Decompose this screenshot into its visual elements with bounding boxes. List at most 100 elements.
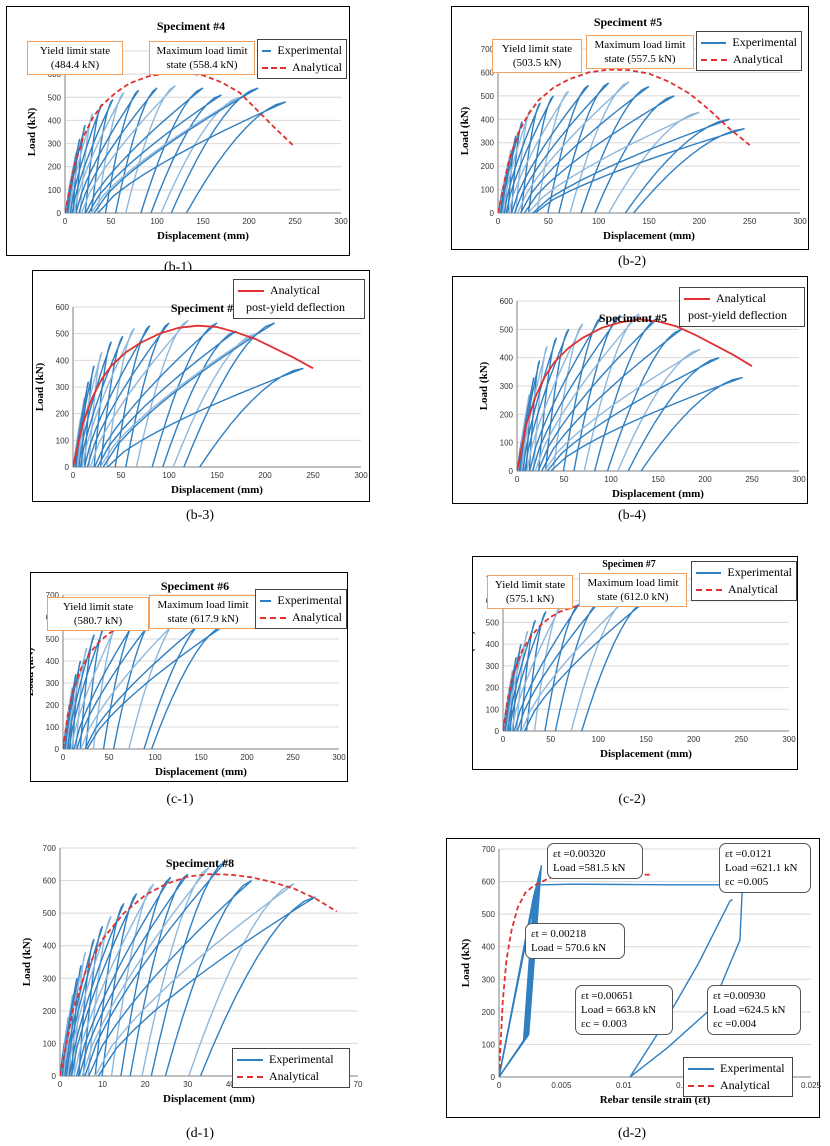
y-tick-label: 100 (500, 439, 514, 448)
legend-label-analytical: Analytical (292, 60, 342, 74)
y-tick-label: 700 (481, 45, 495, 54)
x-tick-label: 150 (639, 735, 653, 744)
x-tick-label: 0 (515, 475, 520, 484)
plot-area (499, 865, 744, 1077)
legend-label-analytical: Analytical (269, 1069, 319, 1083)
annotation-yield-c2-l1: Yield limit state (494, 579, 566, 591)
legend-label-experimental: Experimental (732, 35, 797, 49)
x-axis-label: Displacement (mm) (171, 484, 263, 496)
y-axis-label: Load (kN) (459, 106, 471, 155)
y-tick-label: 0 (65, 463, 70, 472)
experimental-loop (534, 128, 745, 213)
legend-label-analytical: Analytical (292, 610, 342, 624)
experimental-loop (81, 866, 210, 1076)
chart-panel-c2: 0100200300400500600700050100150200250300… (472, 556, 798, 770)
y-tick-label: 200 (486, 684, 500, 693)
experimental-loop (78, 341, 113, 467)
x-tick-label: 300 (332, 753, 346, 762)
y-tick-label: 200 (48, 163, 62, 172)
legend-swatch-analytical (260, 616, 286, 619)
y-axis-label: Load (kN) (460, 938, 472, 987)
caption-c2: (c-2) (618, 792, 646, 807)
plot-area (65, 72, 296, 213)
legend-swatch-analytical (701, 58, 727, 61)
x-axis-label: Displacement (mm) (155, 766, 247, 778)
chart-panel-d1: 0100200300400500600700010203040506070Dis… (16, 836, 368, 1120)
experimental-loop (510, 606, 561, 731)
experimental-loop (84, 860, 227, 1076)
experimental-loop (85, 87, 204, 213)
experimental-loop (520, 346, 548, 471)
experimental-loop (546, 357, 720, 471)
experimental-loop (68, 903, 125, 1076)
x-tick-label: 50 (546, 735, 555, 744)
annotation-d2-e1: εt =0.00930 (713, 990, 766, 1002)
y-tick-label: 400 (46, 657, 60, 666)
experimental-loop (532, 118, 730, 213)
experimental-plateau (538, 883, 744, 1077)
plot-area (63, 612, 225, 749)
experimental-loop (81, 327, 136, 467)
x-tick-label: 0 (58, 1080, 63, 1089)
x-tick-label: 250 (286, 753, 300, 762)
legend-label-analytical: Analytical (720, 1078, 770, 1092)
experimental-loop (550, 376, 743, 471)
y-tick-label: 300 (482, 975, 496, 984)
legend-label-experimental: Experimental (720, 1061, 785, 1075)
x-axis-label: Displacement (mm) (603, 230, 695, 242)
x-tick-label: 250 (306, 471, 320, 480)
annotation-d2-e3: εc =0.004 (713, 1018, 757, 1030)
annotation-yield-b1: Yield limit state (484.4 kN) (27, 41, 123, 75)
annotation-d2-d1: εt =0.00651 (581, 990, 634, 1002)
chart-panel-b4: 0 100 200 300 400 500 600 0 50 100 150 200 250 300 Dis… (452, 276, 808, 504)
x-tick-label: 150 (651, 475, 665, 484)
legend-c2: Experimental Analytical (691, 561, 797, 601)
annotation-max-c2-l1: Maximum load limit (587, 577, 679, 589)
legend-label-experimental: Experimental (727, 565, 792, 579)
x-tick-label: 100 (150, 217, 164, 226)
experimental-loop (543, 348, 701, 471)
chart-panel-c1: 0100200300400500600700050100150200250300… (30, 572, 348, 782)
y-tick-label: 400 (48, 116, 62, 125)
y-tick-label: 500 (482, 910, 496, 919)
x-tick-label: 0 (496, 217, 501, 226)
x-axis-label: Displacement (mm) (157, 230, 249, 242)
y-tick-label: 600 (500, 297, 514, 306)
experimental-loop (503, 102, 541, 213)
y-tick-label: 400 (56, 356, 70, 365)
experimental-loop (80, 85, 176, 213)
annotation-yield-b2-l1: Yield limit state (501, 43, 573, 55)
experimental-loop (513, 82, 610, 213)
experimental-loop (67, 634, 95, 749)
analytical-line (73, 324, 314, 467)
chart-title-b1: Speciment #4 (156, 19, 226, 33)
x-tick-label: 200 (687, 735, 701, 744)
annotation-d2-c2: Load = 570.6 kN (531, 942, 607, 954)
experimental-loop (78, 873, 189, 1076)
y-tick-label: 600 (43, 877, 57, 886)
annotation-max-b1-l1: Maximum load limit (156, 45, 248, 57)
y-tick-label: 400 (482, 943, 496, 952)
annotation-max-b2: Maximum load limit state (557.5 kN) (586, 35, 694, 69)
x-tick-label: 50 (560, 475, 569, 484)
x-tick-label: 100 (592, 217, 606, 226)
x-tick-label: 0 (71, 471, 76, 480)
y-tick-label: 500 (481, 92, 495, 101)
y-tick-label: 0 (495, 727, 500, 736)
x-tick-label: 150 (196, 217, 210, 226)
x-axis-label: Rebar tensile strain (εt) (600, 1094, 711, 1106)
y-tick-label: 100 (481, 186, 495, 195)
experimental-loop (516, 81, 630, 213)
caption-b4: (b-4) (618, 508, 646, 523)
x-tick-label: 200 (240, 753, 254, 762)
experimental-loop (87, 94, 222, 213)
legend-swatch-post-yield (684, 297, 710, 300)
plot-area (73, 319, 314, 467)
x-tick-label: 200 (698, 475, 712, 484)
annotation-yield-c2-l2: (575.1 kN) (505, 593, 555, 605)
legend-b2: Experimental Analytical (696, 31, 802, 71)
x-tick-label: 0.01 (616, 1081, 632, 1090)
x-tick-label: 300 (792, 475, 806, 484)
x-tick-label: 300 (793, 217, 807, 226)
chart-title-c2: Specimen #7 (602, 559, 656, 570)
